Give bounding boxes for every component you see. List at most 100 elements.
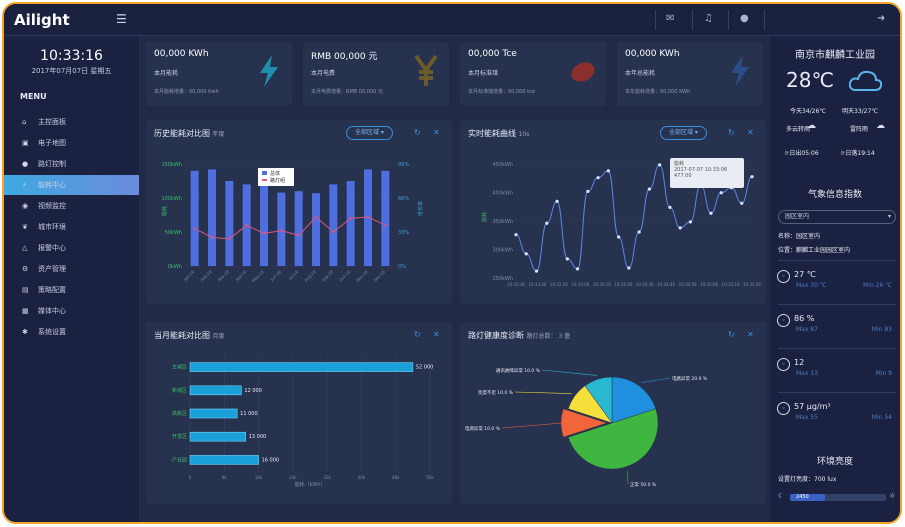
sidebar-item-6[interactable]: △ 报警中心 — [4, 238, 139, 258]
panel-subtitle: 10s — [518, 131, 530, 138]
sidebar-item-4[interactable]: ◉ 视频监控 — [4, 196, 139, 216]
area-select[interactable]: 园区室内 ▾ — [778, 210, 896, 224]
brightness-slider[interactable]: 2450 — [790, 494, 886, 501]
kpi-card-2: 00,000 Tce 本月标准煤 本月标准煤增量：00,000 tce — [460, 42, 606, 106]
line-point — [678, 226, 682, 230]
line-point — [210, 236, 214, 239]
asset-icon: ⚙ — [22, 265, 29, 273]
y-axis-label: 能耗 — [481, 212, 488, 222]
x-tick-label: 10:34:26 — [614, 282, 632, 287]
line-point — [668, 205, 672, 209]
y-tick-label: 350kWh — [492, 219, 513, 225]
line-point — [637, 230, 641, 234]
area-dropdown[interactable]: 全部区域 ▾ — [346, 126, 393, 140]
line-point — [647, 187, 651, 191]
sidebar-item-10[interactable]: ✱ 系统设置 — [4, 322, 139, 342]
y-tick-label: 50kWh — [165, 230, 182, 236]
pie-leader-line — [641, 377, 671, 383]
sidebar-item-1[interactable]: ▣ 电子地图 — [4, 133, 139, 153]
realtime-energy-panel: 实时能耗曲线 10s 全部区域 ▾ ↻ ✕ 450kWh 400kWh 350kWh… — [460, 120, 766, 304]
kpi-footer: 本月标准煤增量：00,000 tce — [468, 89, 535, 95]
sunrise: ☼日出05:06 — [784, 148, 819, 157]
today-weather: 多云转雨 — [786, 126, 811, 133]
x-tick-label: Feb-16 — [200, 269, 213, 282]
sidebar: 10:33:16 2017年07月07日 星期五 MENU ⌂ 主控面板 ▣ 电子地图… — [4, 36, 139, 522]
line-point — [514, 233, 518, 237]
line-point — [750, 175, 754, 179]
x-tick-label: Jan-16 — [182, 269, 196, 283]
bar-value-label: 12 000 — [244, 388, 262, 394]
co2-icon: ◦ — [777, 402, 790, 415]
close-icon[interactable]: ✕ — [433, 128, 440, 137]
menu-icon[interactable]: ☰ — [116, 12, 127, 26]
mail-icon[interactable]: ✉ — [666, 13, 675, 24]
sidebar-item-label: 路灯控制 — [38, 160, 66, 168]
sidebar-item-8[interactable]: ▤ 策略配置 — [4, 280, 139, 300]
divider — [778, 260, 896, 261]
x-tick-label: May-16 — [251, 269, 265, 283]
x-tick-label: Dec-16 — [372, 269, 386, 283]
pie-leader-line — [514, 391, 572, 394]
pm-icon: ◦ — [777, 358, 790, 371]
kpi-label: 本月能耗 — [154, 70, 179, 77]
sidebar-item-5[interactable]: ❦ 城市环境 — [4, 217, 139, 237]
line-point — [545, 221, 549, 225]
line-point — [280, 229, 283, 232]
bar-total — [346, 181, 355, 266]
x-tick-label: Aug-16 — [303, 269, 317, 283]
line-point — [314, 215, 318, 219]
thermometer-icon: ◦ — [777, 270, 790, 283]
pie-slice — [567, 408, 659, 470]
kpi-footer: 本年能耗增量：00,000 KWh — [625, 89, 691, 95]
x-tick-label: 0 — [189, 475, 192, 480]
x-tick-label: 10:34:16 — [593, 282, 611, 287]
sidebar-item-2[interactable]: ● 路灯控制 — [4, 154, 139, 174]
refresh-icon[interactable]: ↻ — [728, 128, 735, 137]
sidebar-item-label: 资产管理 — [38, 265, 66, 273]
divider — [655, 10, 656, 30]
line-point — [332, 230, 335, 234]
refresh-icon[interactable]: ↻ — [414, 128, 421, 137]
clock-date: 2017年07月07日 星期五 — [31, 67, 112, 75]
refresh-icon[interactable]: ↻ — [414, 330, 421, 339]
line-point — [524, 252, 528, 256]
sidebar-item-0[interactable]: ⌂ 主控面板 — [4, 112, 139, 132]
close-icon[interactable]: ✕ — [747, 330, 754, 339]
close-icon[interactable]: ✕ — [747, 128, 754, 137]
line-point — [366, 215, 370, 219]
pie-label: 亮度不足 10.0 % — [478, 389, 514, 396]
sidebar-item-3[interactable]: ⚡ 能耗中心 — [4, 175, 139, 195]
pie-label: 通讯故障异常 10.0 % — [496, 367, 541, 374]
x-tick-label: 32k — [323, 475, 331, 480]
divider — [764, 10, 765, 30]
bell-icon[interactable]: ♫ — [704, 13, 713, 24]
pie-label: 正常 50.0 % — [630, 481, 657, 488]
settings-icon: ✱ — [22, 328, 28, 336]
today-forecast: 今天34/26℃ — [790, 108, 827, 115]
line-point — [586, 189, 590, 193]
area-dropdown[interactable]: 全部区域 ▾ — [660, 126, 707, 140]
y2-tick-label: 0% — [398, 264, 406, 270]
yen-icon — [414, 54, 438, 86]
y-tick-label: 250kWh — [492, 276, 513, 282]
line-point — [709, 211, 713, 215]
logout-icon[interactable]: ➜ — [877, 13, 886, 24]
close-icon[interactable]: ✕ — [433, 330, 440, 339]
divider — [778, 348, 896, 349]
sidebar-item-label: 媒体中心 — [38, 307, 66, 315]
refresh-icon[interactable]: ↻ — [728, 330, 735, 339]
bar-total — [381, 170, 390, 266]
kpi-value: 00,000 KWh — [625, 49, 680, 59]
metric-value: 12 — [794, 358, 805, 367]
location-icon[interactable]: ● — [740, 13, 749, 24]
metric-value: 57 µg/m³ — [794, 402, 831, 411]
sidebar-item-9[interactable]: ▦ 媒体中心 — [4, 301, 139, 321]
kpi-label: 本月标准煤 — [468, 70, 499, 77]
x-tick-label: 10:33:46 — [528, 282, 546, 287]
panel-title-text: 路灯健康度诊断 — [468, 331, 524, 340]
coal-shape — [571, 62, 595, 82]
sidebar-item-7[interactable]: ⚙ 资产管理 — [4, 259, 139, 279]
kpi-footer: 本月能耗增量：00,000 Kwh — [154, 89, 219, 95]
bar-total — [225, 181, 234, 266]
